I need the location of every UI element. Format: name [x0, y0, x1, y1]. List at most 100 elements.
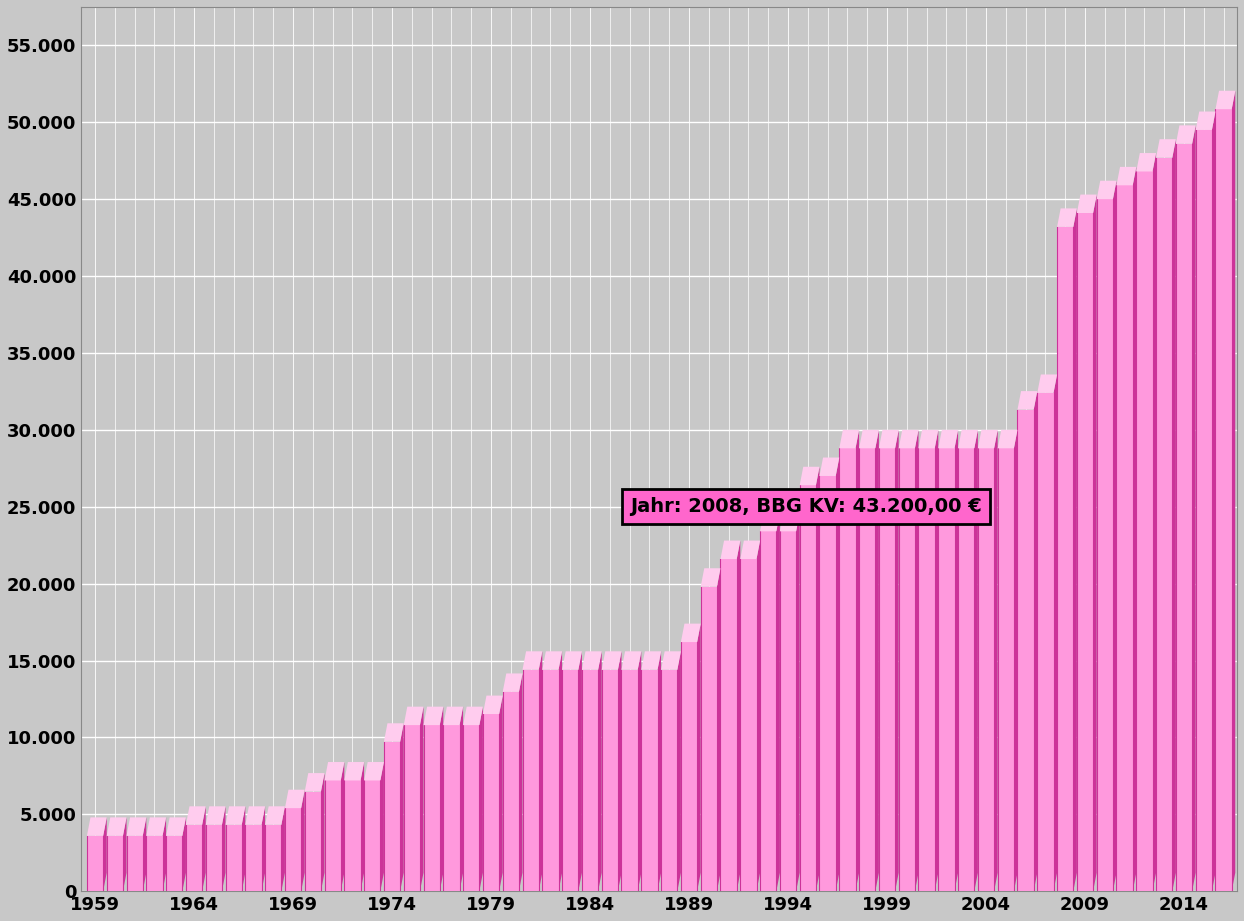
Polygon shape — [1192, 125, 1195, 892]
Polygon shape — [225, 806, 245, 825]
Polygon shape — [840, 449, 856, 892]
Polygon shape — [880, 449, 896, 892]
Polygon shape — [816, 467, 820, 892]
Polygon shape — [325, 780, 341, 892]
Polygon shape — [760, 513, 780, 531]
Polygon shape — [918, 449, 934, 892]
Polygon shape — [618, 651, 622, 892]
Polygon shape — [483, 714, 499, 892]
Polygon shape — [265, 825, 281, 892]
Polygon shape — [245, 806, 265, 825]
Polygon shape — [404, 706, 423, 725]
Polygon shape — [345, 762, 364, 780]
Polygon shape — [562, 670, 578, 892]
Polygon shape — [559, 651, 562, 892]
Polygon shape — [203, 806, 205, 892]
Polygon shape — [1077, 194, 1097, 213]
Polygon shape — [1018, 391, 1037, 410]
Polygon shape — [1034, 391, 1037, 892]
Polygon shape — [1133, 167, 1136, 892]
Polygon shape — [1057, 227, 1074, 892]
Polygon shape — [998, 430, 1018, 449]
Polygon shape — [998, 449, 1014, 892]
Polygon shape — [642, 651, 661, 670]
Polygon shape — [914, 430, 918, 892]
Polygon shape — [285, 808, 301, 892]
Polygon shape — [147, 836, 163, 892]
Polygon shape — [147, 817, 167, 836]
Polygon shape — [503, 692, 519, 892]
Polygon shape — [896, 430, 898, 892]
Polygon shape — [1093, 194, 1097, 892]
Polygon shape — [341, 762, 345, 892]
Polygon shape — [1136, 171, 1152, 892]
Polygon shape — [677, 651, 680, 892]
Polygon shape — [638, 651, 642, 892]
Polygon shape — [499, 695, 503, 892]
Polygon shape — [796, 513, 800, 892]
Polygon shape — [898, 430, 918, 449]
Polygon shape — [443, 725, 459, 892]
Polygon shape — [539, 651, 542, 892]
Polygon shape — [880, 430, 898, 449]
Polygon shape — [301, 789, 305, 892]
Polygon shape — [978, 430, 998, 449]
Polygon shape — [325, 762, 345, 780]
Polygon shape — [185, 825, 203, 892]
Polygon shape — [1212, 111, 1215, 892]
Polygon shape — [860, 430, 880, 449]
Polygon shape — [760, 531, 776, 892]
Polygon shape — [1152, 153, 1156, 892]
Polygon shape — [87, 836, 103, 892]
Polygon shape — [994, 430, 998, 892]
Polygon shape — [463, 725, 479, 892]
Polygon shape — [127, 836, 143, 892]
Polygon shape — [245, 825, 261, 892]
Polygon shape — [622, 670, 638, 892]
Polygon shape — [443, 706, 463, 725]
Polygon shape — [954, 430, 958, 892]
Polygon shape — [183, 817, 185, 892]
Polygon shape — [167, 836, 183, 892]
Polygon shape — [680, 642, 697, 892]
Polygon shape — [404, 725, 420, 892]
Polygon shape — [364, 762, 384, 780]
Polygon shape — [1077, 213, 1093, 892]
Polygon shape — [305, 791, 321, 892]
Polygon shape — [680, 624, 700, 642]
Polygon shape — [1195, 111, 1215, 130]
Polygon shape — [1232, 91, 1235, 892]
Polygon shape — [720, 559, 736, 892]
Polygon shape — [840, 430, 860, 449]
Polygon shape — [185, 806, 205, 825]
Polygon shape — [700, 587, 717, 892]
Polygon shape — [836, 458, 840, 892]
Polygon shape — [519, 673, 522, 892]
Polygon shape — [542, 670, 559, 892]
Polygon shape — [934, 430, 938, 892]
Polygon shape — [423, 706, 443, 725]
Polygon shape — [321, 773, 325, 892]
Polygon shape — [423, 725, 439, 892]
Polygon shape — [756, 541, 760, 892]
Polygon shape — [1156, 139, 1176, 157]
Polygon shape — [364, 780, 381, 892]
Polygon shape — [1018, 410, 1034, 892]
Polygon shape — [281, 806, 285, 892]
Polygon shape — [1215, 110, 1232, 892]
Polygon shape — [87, 817, 107, 836]
Polygon shape — [1057, 208, 1077, 227]
Polygon shape — [522, 651, 542, 670]
Polygon shape — [958, 449, 974, 892]
Polygon shape — [780, 513, 800, 531]
Polygon shape — [978, 449, 994, 892]
Polygon shape — [542, 651, 562, 670]
Polygon shape — [221, 806, 225, 892]
Polygon shape — [401, 723, 404, 892]
Polygon shape — [598, 651, 602, 892]
Polygon shape — [503, 673, 522, 692]
Polygon shape — [127, 817, 147, 836]
Polygon shape — [820, 458, 840, 476]
Polygon shape — [1097, 199, 1113, 892]
Polygon shape — [420, 706, 423, 892]
